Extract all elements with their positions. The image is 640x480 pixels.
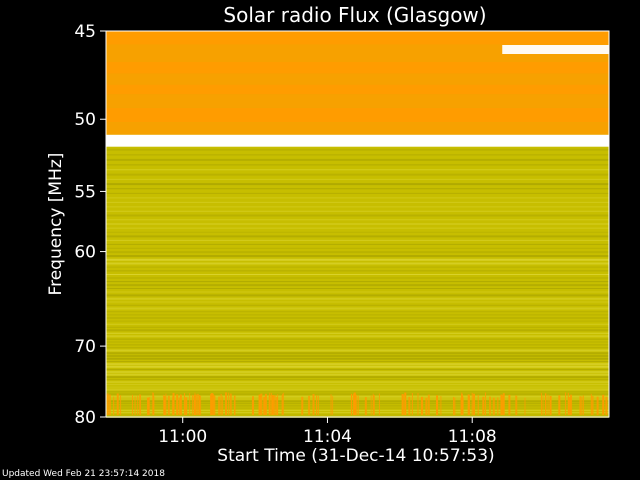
x-axis-label: Start Time (31-Dec-14 10:57:53) (217, 446, 494, 466)
y-tick-label: 60 (74, 243, 96, 263)
frequency-band (106, 94, 609, 108)
x-tick-label: 11:04 (303, 427, 352, 447)
y-tick-label: 70 (74, 337, 96, 357)
observation-segment-marker (502, 45, 609, 54)
frequency-band (106, 61, 609, 74)
frequency-band (106, 73, 609, 85)
frequency-band (106, 134, 609, 147)
frequency-band (106, 84, 609, 95)
y-tick-label: 80 (74, 408, 96, 428)
y-tick-label: 55 (74, 182, 96, 202)
x-tick-label: 11:00 (158, 427, 207, 447)
x-tick-label: 11:08 (448, 427, 497, 447)
frequency-band (106, 107, 609, 123)
plot-border (105, 30, 610, 418)
frequency-band (106, 122, 609, 135)
updated-timestamp: Updated Wed Feb 21 23:57:14 2018 (2, 469, 165, 479)
y-axis: 45 50 55 60 70 80 (74, 22, 106, 428)
frequency-band (106, 44, 609, 62)
y-tick-label: 50 (74, 110, 96, 130)
y-axis-label: Frequency [MHz] (46, 153, 66, 296)
x-axis: 11:00 11:04 11:08 (158, 417, 497, 447)
chart-title: Solar radio Flux (Glasgow) (223, 3, 486, 27)
y-tick-label: 45 (74, 22, 96, 42)
plot-area (105, 30, 610, 418)
frequency-band (106, 31, 609, 45)
